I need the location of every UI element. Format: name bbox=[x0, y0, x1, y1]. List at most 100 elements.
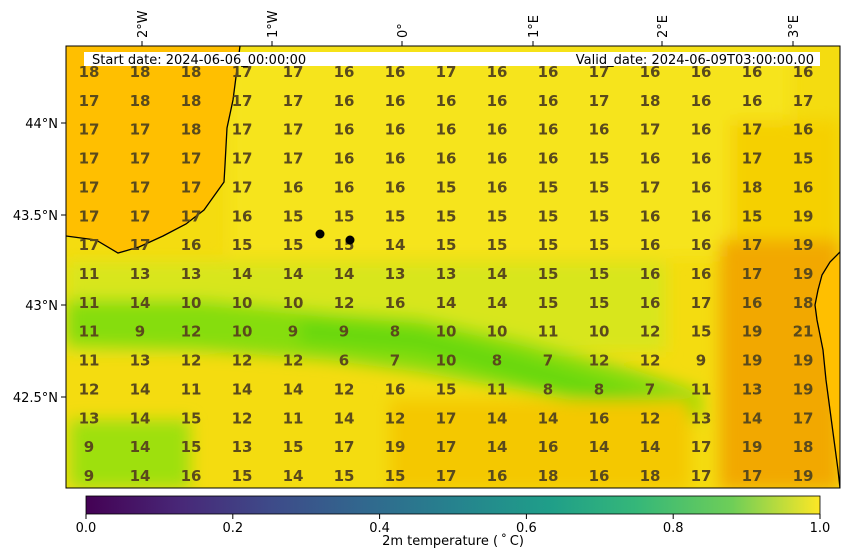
temperature-value: 15 bbox=[232, 236, 253, 254]
temperature-value: 14 bbox=[487, 438, 508, 456]
temperature-value: 12 bbox=[232, 352, 253, 370]
longitude-tick-label: 1°E bbox=[527, 15, 542, 38]
temperature-value: 17 bbox=[232, 92, 253, 110]
temperature-value: 17 bbox=[130, 236, 151, 254]
temperature-value: 16 bbox=[538, 150, 559, 168]
temperature-value: 17 bbox=[232, 121, 253, 139]
temperature-value: 18 bbox=[181, 121, 202, 139]
temperature-value: 14 bbox=[130, 409, 151, 427]
temperature-value: 15 bbox=[538, 294, 559, 312]
temperature-value: 17 bbox=[232, 150, 253, 168]
temperature-value: 19 bbox=[742, 438, 763, 456]
temperature-value: 15 bbox=[283, 207, 304, 225]
temperature-value: 8 bbox=[390, 323, 400, 341]
temperature-value: 18 bbox=[793, 294, 814, 312]
temperature-value: 15 bbox=[589, 265, 610, 283]
temperature-value: 16 bbox=[793, 121, 814, 139]
temperature-value: 16 bbox=[640, 207, 661, 225]
temperature-value: 12 bbox=[334, 294, 355, 312]
temperature-value: 13 bbox=[691, 409, 712, 427]
temperature-value: 17 bbox=[79, 178, 100, 196]
temperature-value: 12 bbox=[181, 352, 202, 370]
temperature-value: 18 bbox=[793, 438, 814, 456]
temperature-value: 10 bbox=[181, 294, 202, 312]
date-banner bbox=[84, 52, 820, 66]
temperature-value: 17 bbox=[436, 409, 457, 427]
temperature-value: 16 bbox=[334, 92, 355, 110]
longitude-tick-label: 1°W bbox=[266, 10, 281, 38]
temperature-value: 14 bbox=[283, 265, 304, 283]
longitude-ticks: 2°W 1°W 0° 1°E 2°E 3°E bbox=[136, 10, 802, 46]
temperature-value: 16 bbox=[691, 63, 712, 81]
temperature-value: 15 bbox=[283, 236, 304, 254]
temperature-value: 8 bbox=[543, 380, 553, 398]
temperature-value: 15 bbox=[538, 178, 559, 196]
temperature-value: 19 bbox=[793, 380, 814, 398]
temperature-value: 16 bbox=[334, 178, 355, 196]
temperature-value: 17 bbox=[79, 236, 100, 254]
temperature-value: 17 bbox=[130, 207, 151, 225]
temperature-value: 12 bbox=[334, 380, 355, 398]
temperature-value: 16 bbox=[691, 207, 712, 225]
temperature-value: 17 bbox=[436, 467, 457, 485]
latitude-ticks: 44°N 43.5°N 43°N 42.5°N bbox=[13, 117, 66, 406]
temperature-value: 16 bbox=[691, 121, 712, 139]
temperature-value: 13 bbox=[79, 409, 100, 427]
temperature-value: 14 bbox=[334, 265, 355, 283]
temperature-value: 16 bbox=[436, 150, 457, 168]
temperature-value: 18 bbox=[79, 63, 100, 81]
temperature-value: 17 bbox=[742, 265, 763, 283]
temperature-value: 15 bbox=[691, 323, 712, 341]
temperature-value: 16 bbox=[334, 63, 355, 81]
temperature-value: 15 bbox=[436, 207, 457, 225]
temperature-value: 19 bbox=[742, 323, 763, 341]
location-marker[interactable] bbox=[345, 235, 355, 245]
temperature-value: 17 bbox=[130, 121, 151, 139]
temperature-value: 11 bbox=[691, 380, 712, 398]
temperature-field bbox=[66, 46, 840, 488]
temperature-value: 19 bbox=[793, 207, 814, 225]
temperature-value: 14 bbox=[232, 265, 253, 283]
valid-date-label: Valid_date: 2024-06-09T03:00:00.00 bbox=[576, 53, 814, 68]
temperature-value: 16 bbox=[487, 467, 508, 485]
temperature-value: 16 bbox=[487, 92, 508, 110]
temperature-value: 18 bbox=[181, 92, 202, 110]
temperature-value: 11 bbox=[283, 409, 304, 427]
temperature-value: 14 bbox=[742, 409, 763, 427]
temperature-value: 17 bbox=[436, 63, 457, 81]
temperature-value: 16 bbox=[793, 178, 814, 196]
temperature-value: 15 bbox=[334, 207, 355, 225]
longitude-tick-label: 0° bbox=[396, 23, 411, 38]
temperature-value: 13 bbox=[232, 438, 253, 456]
temperature-value: 16 bbox=[640, 150, 661, 168]
temperature-value: 16 bbox=[385, 121, 406, 139]
temperature-value: 17 bbox=[283, 92, 304, 110]
temperature-value: 18 bbox=[742, 178, 763, 196]
temperature-value: 14 bbox=[487, 409, 508, 427]
temperature-value: 16 bbox=[691, 236, 712, 254]
temperature-value: 15 bbox=[487, 236, 508, 254]
temperature-value: 17 bbox=[130, 150, 151, 168]
temperature-value: 16 bbox=[691, 265, 712, 283]
bay-of-biscay bbox=[66, 46, 240, 253]
temperature-value: 16 bbox=[436, 121, 457, 139]
temperature-value: 17 bbox=[640, 121, 661, 139]
temperature-value: 21 bbox=[793, 323, 814, 341]
temperature-value: 17 bbox=[691, 467, 712, 485]
colorbar-tick-label: 0.8 bbox=[663, 521, 684, 536]
temperature-value: 16 bbox=[538, 438, 559, 456]
location-marker[interactable] bbox=[315, 229, 325, 239]
temperature-value: 17 bbox=[742, 467, 763, 485]
temperature-value: 16 bbox=[436, 92, 457, 110]
temperature-value: 8 bbox=[594, 380, 604, 398]
temperature-value: 12 bbox=[640, 323, 661, 341]
temperature-value: 14 bbox=[385, 236, 406, 254]
temperature-value: 16 bbox=[232, 207, 253, 225]
temperature-value: 16 bbox=[181, 467, 202, 485]
temperature-value: 13 bbox=[385, 265, 406, 283]
temperature-value: 16 bbox=[538, 92, 559, 110]
temperature-value: 17 bbox=[283, 63, 304, 81]
temperature-value: 17 bbox=[640, 178, 661, 196]
temperature-value: 11 bbox=[79, 294, 100, 312]
temperature-value: 18 bbox=[181, 63, 202, 81]
